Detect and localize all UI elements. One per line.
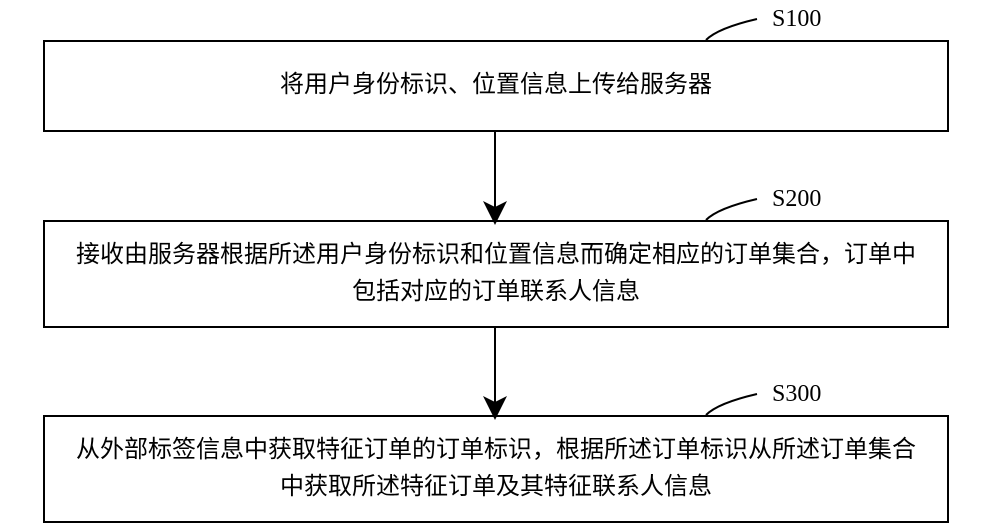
flow-step-s200: 接收由服务器根据所述用户身份标识和位置信息而确定相应的订单集合，订单中包括对应的… — [43, 220, 949, 328]
step-label-text: S200 — [772, 186, 821, 212]
flow-step-text: 将用户身份标识、位置信息上传给服务器 — [256, 67, 736, 104]
flow-step-text: 接收由服务器根据所述用户身份标识和位置信息而确定相应的订单集合，订单中包括对应的… — [45, 237, 947, 311]
label-connector-s100 — [706, 19, 757, 40]
label-connector-s200 — [706, 199, 757, 220]
flow-step-text: 从外部标签信息中获取特征订单的订单标识，根据所述订单标识从所述订单集合中获取所述… — [45, 432, 947, 506]
label-connector-s300 — [706, 394, 757, 415]
step-label-s300: S300 — [772, 381, 821, 408]
step-label-s100: S100 — [772, 6, 821, 33]
flow-step-s300: 从外部标签信息中获取特征订单的订单标识，根据所述订单标识从所述订单集合中获取所述… — [43, 415, 949, 523]
flow-step-s100: 将用户身份标识、位置信息上传给服务器 — [43, 40, 949, 132]
flowchart-canvas: S100 S200 S300 将用户身份标识、位置信息上传给服务器 接收由服务器… — [0, 0, 1000, 531]
step-label-text: S100 — [772, 6, 821, 32]
step-label-text: S300 — [772, 381, 821, 407]
step-label-s200: S200 — [772, 186, 821, 213]
